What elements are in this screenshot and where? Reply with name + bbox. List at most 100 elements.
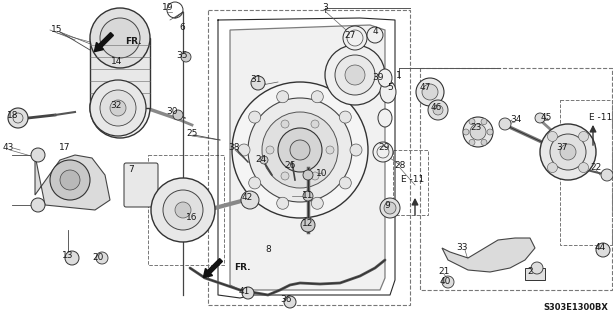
- Text: 29: 29: [378, 143, 390, 153]
- Circle shape: [96, 252, 108, 264]
- Circle shape: [151, 178, 215, 242]
- Text: 6: 6: [179, 23, 185, 33]
- Circle shape: [249, 111, 261, 123]
- Bar: [420, 68, 612, 290]
- Circle shape: [535, 113, 545, 123]
- Circle shape: [301, 218, 315, 232]
- Circle shape: [266, 146, 274, 154]
- Circle shape: [90, 78, 150, 138]
- Circle shape: [380, 198, 400, 218]
- Circle shape: [8, 108, 28, 128]
- Circle shape: [262, 112, 338, 188]
- Circle shape: [422, 84, 438, 100]
- Text: 11: 11: [302, 191, 314, 201]
- Text: 24: 24: [256, 156, 267, 164]
- Circle shape: [428, 100, 448, 120]
- Circle shape: [487, 129, 493, 135]
- Circle shape: [163, 190, 203, 230]
- Circle shape: [60, 170, 80, 190]
- Text: 20: 20: [93, 252, 104, 261]
- Circle shape: [340, 111, 351, 123]
- Text: 45: 45: [540, 114, 552, 123]
- Text: 28: 28: [394, 161, 406, 170]
- Circle shape: [31, 148, 45, 162]
- Text: 18: 18: [7, 110, 19, 119]
- Text: 37: 37: [556, 143, 568, 153]
- Circle shape: [65, 251, 79, 265]
- Circle shape: [579, 132, 588, 141]
- Text: 34: 34: [510, 116, 522, 124]
- Circle shape: [416, 78, 444, 106]
- Circle shape: [241, 191, 259, 209]
- Text: 38: 38: [228, 143, 240, 153]
- Text: 4: 4: [372, 28, 378, 36]
- Ellipse shape: [378, 109, 392, 127]
- Circle shape: [31, 198, 45, 212]
- Circle shape: [248, 98, 352, 202]
- Text: 44: 44: [595, 244, 606, 252]
- Polygon shape: [218, 18, 395, 298]
- Circle shape: [278, 128, 322, 172]
- Text: 26: 26: [284, 161, 295, 170]
- Circle shape: [276, 197, 289, 209]
- Polygon shape: [230, 25, 385, 290]
- Text: 10: 10: [316, 169, 328, 178]
- Text: E -11: E -11: [402, 175, 425, 185]
- Text: 47: 47: [419, 84, 431, 92]
- Circle shape: [560, 144, 576, 160]
- Text: FR.: FR.: [125, 37, 142, 46]
- Text: 13: 13: [63, 251, 74, 260]
- Text: 8: 8: [265, 245, 271, 254]
- Text: 22: 22: [590, 164, 601, 172]
- Text: 19: 19: [162, 4, 173, 12]
- FancyArrow shape: [94, 33, 113, 52]
- Circle shape: [281, 120, 289, 128]
- Circle shape: [373, 142, 393, 162]
- Ellipse shape: [378, 69, 392, 87]
- Circle shape: [547, 132, 557, 141]
- Text: 16: 16: [186, 213, 198, 222]
- Circle shape: [90, 8, 150, 68]
- Text: 3: 3: [322, 4, 328, 12]
- Text: 21: 21: [438, 268, 450, 276]
- Circle shape: [325, 45, 385, 105]
- Circle shape: [238, 144, 250, 156]
- Text: 30: 30: [166, 108, 178, 116]
- Text: 2: 2: [527, 268, 533, 276]
- Text: S303E1300BX: S303E1300BX: [543, 303, 608, 312]
- Text: 36: 36: [280, 295, 292, 305]
- Text: FR.: FR.: [234, 263, 251, 273]
- Circle shape: [469, 119, 475, 124]
- Circle shape: [340, 177, 351, 189]
- Circle shape: [303, 191, 313, 201]
- Text: 31: 31: [250, 76, 262, 84]
- Circle shape: [173, 110, 183, 120]
- Circle shape: [343, 26, 367, 50]
- Circle shape: [579, 163, 588, 172]
- Circle shape: [470, 124, 486, 140]
- Text: 14: 14: [112, 58, 123, 67]
- Circle shape: [260, 156, 268, 164]
- Circle shape: [311, 120, 319, 128]
- Text: 7: 7: [128, 165, 134, 174]
- Circle shape: [110, 100, 126, 116]
- Text: 9: 9: [384, 201, 390, 210]
- Text: E -11: E -11: [589, 114, 612, 123]
- Circle shape: [335, 55, 375, 95]
- Circle shape: [281, 172, 289, 180]
- Text: 25: 25: [186, 129, 197, 138]
- Bar: [560, 100, 612, 245]
- Circle shape: [540, 124, 596, 180]
- Circle shape: [550, 134, 586, 170]
- Circle shape: [531, 262, 543, 274]
- Polygon shape: [35, 155, 110, 210]
- Circle shape: [100, 90, 136, 126]
- Circle shape: [384, 202, 396, 214]
- Text: 1: 1: [396, 70, 402, 79]
- Circle shape: [290, 140, 310, 160]
- Text: 35: 35: [177, 51, 188, 60]
- Bar: [525, 268, 545, 280]
- Circle shape: [249, 177, 261, 189]
- Circle shape: [326, 146, 334, 154]
- Circle shape: [499, 118, 511, 130]
